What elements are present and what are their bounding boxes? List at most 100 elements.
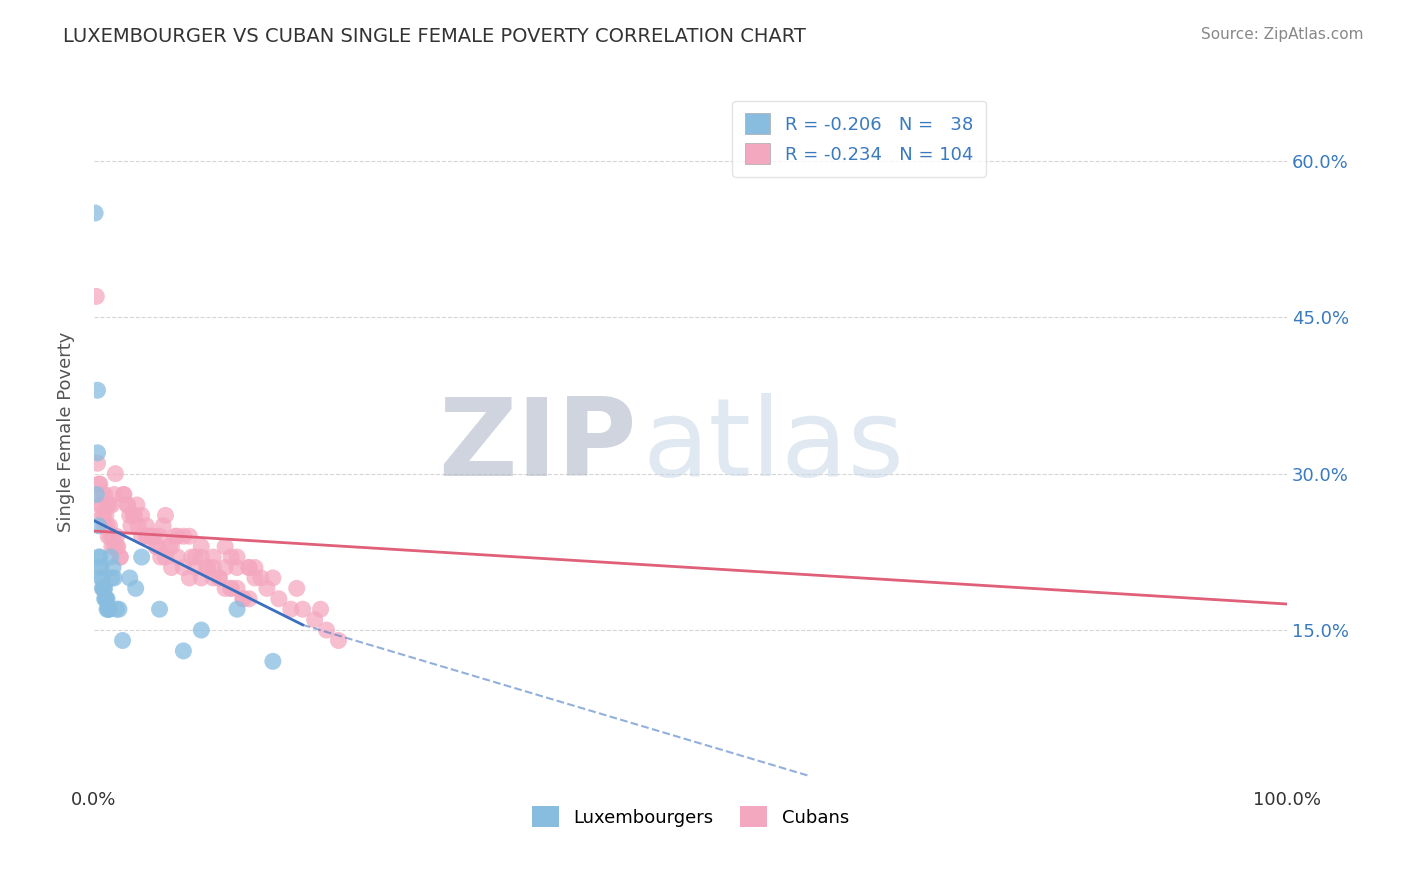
Point bbox=[238, 591, 260, 606]
Point bbox=[94, 508, 117, 523]
Point bbox=[165, 529, 187, 543]
Point bbox=[149, 550, 172, 565]
Point bbox=[160, 560, 183, 574]
Point bbox=[101, 560, 124, 574]
Point bbox=[97, 602, 120, 616]
Point bbox=[93, 582, 115, 596]
Point bbox=[208, 571, 231, 585]
Point bbox=[238, 560, 260, 574]
Point bbox=[155, 550, 177, 565]
Point bbox=[117, 498, 139, 512]
Point bbox=[86, 456, 108, 470]
Point bbox=[90, 560, 112, 574]
Point bbox=[91, 571, 114, 585]
Text: ZIP: ZIP bbox=[439, 393, 637, 500]
Text: LUXEMBOURGER VS CUBAN SINGLE FEMALE POVERTY CORRELATION CHART: LUXEMBOURGER VS CUBAN SINGLE FEMALE POVE… bbox=[63, 27, 806, 45]
Point bbox=[256, 582, 278, 596]
Point bbox=[105, 540, 128, 554]
Point bbox=[238, 560, 260, 574]
Point bbox=[145, 540, 167, 554]
Point bbox=[315, 623, 337, 637]
Point bbox=[101, 529, 124, 543]
Point bbox=[112, 487, 135, 501]
Point bbox=[86, 487, 108, 501]
Point bbox=[291, 602, 314, 616]
Point bbox=[146, 540, 169, 554]
Point bbox=[219, 550, 242, 565]
Point bbox=[87, 518, 110, 533]
Point bbox=[160, 540, 183, 554]
Legend: Luxembourgers, Cubans: Luxembourgers, Cubans bbox=[524, 799, 856, 834]
Point bbox=[120, 518, 142, 533]
Point bbox=[89, 477, 111, 491]
Point bbox=[250, 571, 273, 585]
Point bbox=[108, 550, 131, 565]
Point bbox=[100, 550, 122, 565]
Point bbox=[96, 518, 118, 533]
Point bbox=[93, 487, 115, 501]
Point bbox=[124, 508, 146, 523]
Point bbox=[98, 498, 121, 512]
Point bbox=[136, 529, 159, 543]
Point bbox=[111, 633, 134, 648]
Point bbox=[108, 602, 131, 616]
Point bbox=[135, 529, 157, 543]
Point bbox=[135, 518, 157, 533]
Point bbox=[280, 602, 302, 616]
Point bbox=[105, 602, 128, 616]
Point bbox=[87, 477, 110, 491]
Point bbox=[101, 571, 124, 585]
Point bbox=[93, 582, 115, 596]
Point bbox=[172, 560, 194, 574]
Point bbox=[101, 540, 124, 554]
Point bbox=[122, 508, 145, 523]
Point bbox=[97, 529, 120, 543]
Point bbox=[232, 591, 254, 606]
Point bbox=[202, 571, 225, 585]
Point bbox=[262, 571, 284, 585]
Point bbox=[202, 550, 225, 565]
Text: Source: ZipAtlas.com: Source: ZipAtlas.com bbox=[1201, 27, 1364, 42]
Point bbox=[104, 467, 127, 481]
Point bbox=[226, 582, 249, 596]
Point bbox=[118, 508, 141, 523]
Point bbox=[131, 508, 153, 523]
Point bbox=[101, 498, 124, 512]
Point bbox=[214, 560, 236, 574]
Point bbox=[87, 550, 110, 565]
Point bbox=[86, 384, 108, 398]
Point bbox=[232, 591, 254, 606]
Point bbox=[112, 487, 135, 501]
Point bbox=[148, 529, 170, 543]
Point bbox=[96, 602, 118, 616]
Point bbox=[89, 560, 111, 574]
Point bbox=[125, 498, 148, 512]
Point bbox=[243, 560, 266, 574]
Point bbox=[155, 508, 177, 523]
Point bbox=[131, 550, 153, 565]
Point bbox=[226, 550, 249, 565]
Point bbox=[142, 529, 165, 543]
Point bbox=[180, 550, 202, 565]
Point bbox=[172, 644, 194, 658]
Point bbox=[184, 560, 207, 574]
Point bbox=[94, 591, 117, 606]
Point bbox=[195, 560, 218, 574]
Point bbox=[190, 550, 212, 565]
Point bbox=[226, 560, 249, 574]
Point bbox=[184, 550, 207, 565]
Text: atlas: atlas bbox=[643, 393, 904, 500]
Point bbox=[219, 582, 242, 596]
Point bbox=[190, 623, 212, 637]
Point bbox=[89, 550, 111, 565]
Point bbox=[105, 529, 128, 543]
Point bbox=[98, 518, 121, 533]
Point bbox=[100, 529, 122, 543]
Point bbox=[103, 487, 125, 501]
Point bbox=[96, 591, 118, 606]
Point bbox=[94, 591, 117, 606]
Point bbox=[91, 582, 114, 596]
Point bbox=[179, 529, 201, 543]
Point bbox=[190, 571, 212, 585]
Point bbox=[208, 571, 231, 585]
